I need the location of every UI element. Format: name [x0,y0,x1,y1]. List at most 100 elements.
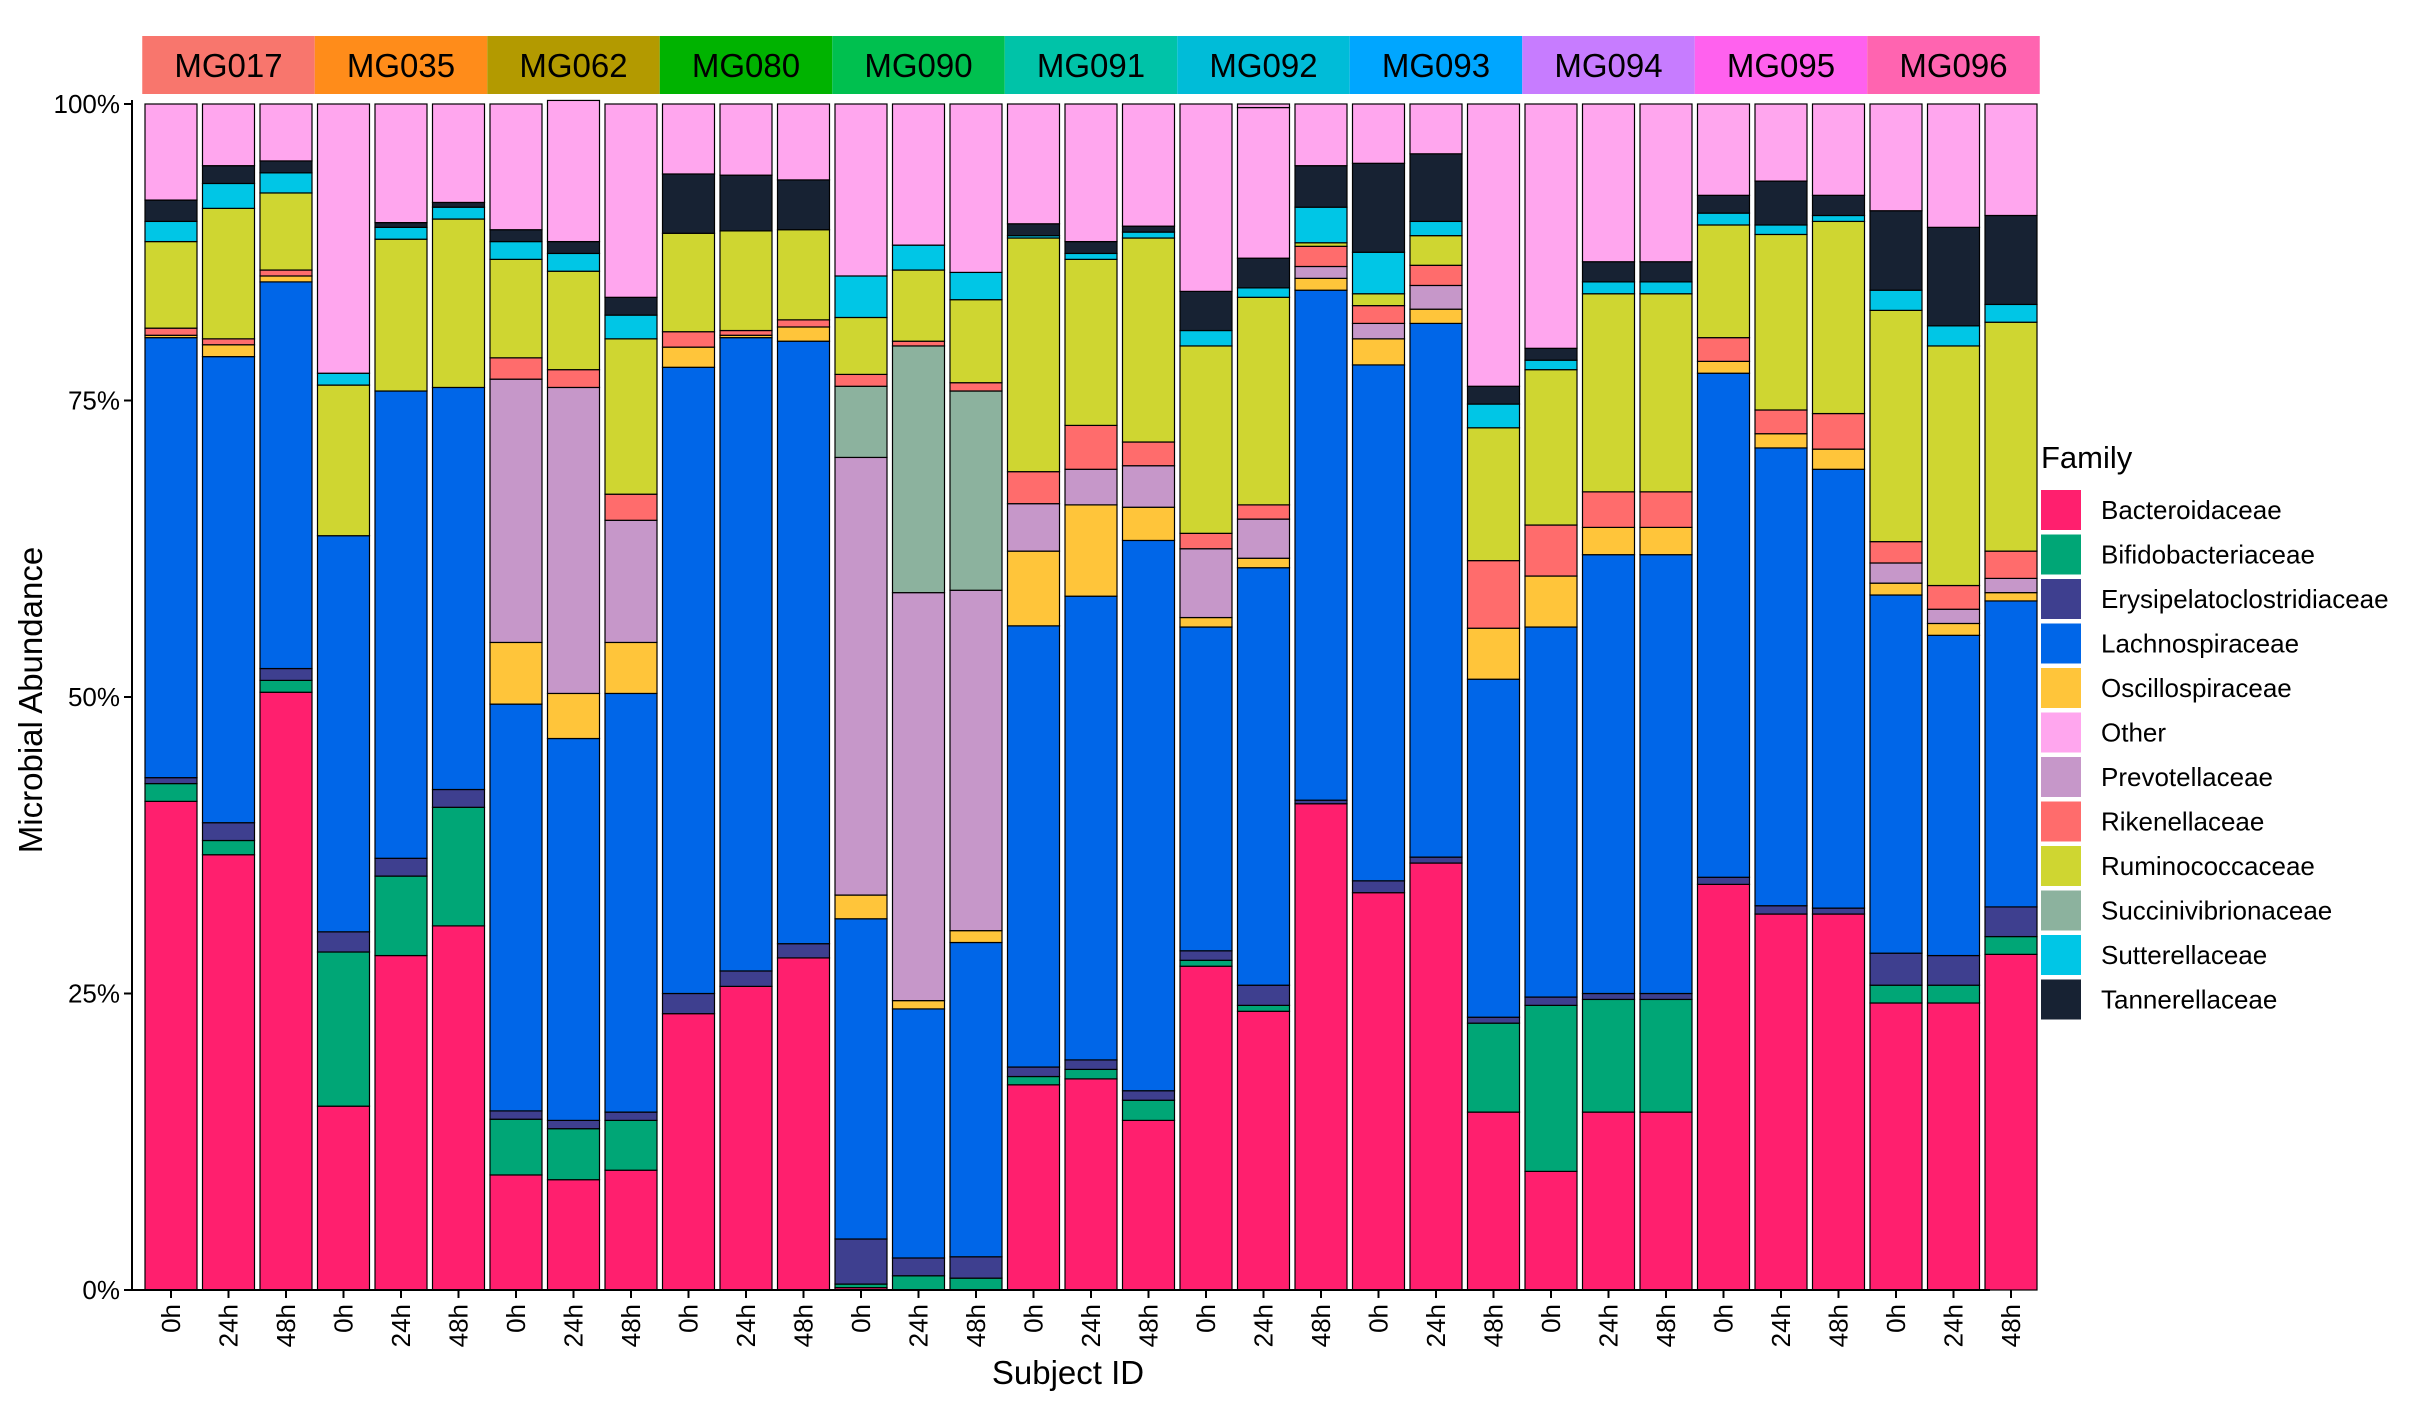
bar-segment-other [316,103,371,374]
bar-segment-tannerellaceae [144,199,198,223]
legend-key-erysipelatoclostridiaceae [2041,579,2081,619]
bar-segment-sutterellaceae [1409,220,1463,237]
bar-segment-sutterellaceae [891,244,946,271]
bar-segment-erysipelatoclostridiaceae [1926,954,1981,986]
bar-segment-erysipelatoclostridiaceae [1811,907,1866,915]
bar-segment-ruminococcaceae [201,207,256,340]
bar-segment-sutterellaceae [1179,329,1233,347]
bar-segment-tannerellaceae [1064,240,1118,255]
bar-segment-sutterellaceae [1466,403,1521,429]
bar-segment-erysipelatoclostridiaceae [259,667,313,681]
legend-label: Bacteroidaceae [2101,495,2282,525]
bar-segment-tannerellaceae [1409,153,1463,223]
x-tick-label: 48h [1306,1304,1336,1347]
bar-segment-bacteroidaceae [1811,913,1866,1291]
bar-segment-ruminococcaceae [546,270,601,371]
bar-segment-bacteroidaceae [1006,1084,1061,1291]
x-tick-label: 48h [616,1304,646,1347]
bar-segment-bacteroidaceae [1121,1119,1176,1291]
x-tick-label: 48h [271,1304,301,1347]
bar-segment-sutterellaceae [1696,212,1751,226]
bar-segment-rikenellaceae [891,340,946,347]
bar-segment-prevotellaceae [1179,548,1233,619]
bar-segment-prevotellaceae [1064,468,1118,506]
bar-segment-bifidobacteriaceae [144,782,198,802]
bar-segment-rikenellaceae [719,329,773,336]
bar-segment-bacteroidaceae [144,800,198,1291]
legend-label: Bifidobacteriaceae [2101,540,2315,570]
x-tick-label: 24h [386,1304,416,1347]
x-tick-label: 0h [1191,1304,1221,1333]
bar-segment-ruminococcaceae [1984,321,2038,552]
bar-segment-bifidobacteriaceae [891,1275,946,1291]
strip-label: MG092 [1209,47,1317,84]
legend-label: Sutterellaceae [2101,940,2267,970]
bar-segment-erysipelatoclostridiaceae [546,1119,601,1130]
legend-label: Oscillospiraceae [2101,673,2292,703]
bar-segment-bacteroidaceae [1984,953,2038,1291]
strip-MG093 [1349,36,1523,94]
bar-segment-ruminococcaceae [1581,293,1636,493]
x-tick-label: 24h [559,1304,589,1347]
legend-key-oscillospiraceae [2041,668,2081,708]
bar-segment-lachnospiraceae [1294,289,1348,801]
bar-segment-other [1064,103,1118,243]
bar-segment-other [1581,103,1636,263]
bar-segment-rikenellaceae [1351,305,1406,325]
x-tick-label: 48h [1824,1304,1854,1347]
bar-segment-bacteroidaceae [489,1174,543,1291]
x-tick-label: 0h [1881,1304,1911,1333]
bar-segment-oscillospiraceae [891,1000,946,1010]
bar-segment-erysipelatoclostridiaceae [489,1110,543,1120]
bar-segment-oscillospiraceae [1409,308,1463,325]
bar-segment-erysipelatoclostridiaceae [719,970,773,987]
strip-MG062 [487,36,660,94]
bar-segment-other [604,103,658,298]
bar-segment-lachnospiraceae [834,918,888,1240]
bar-segment-lachnospiraceae [1581,554,1636,995]
bar-segment-other [1236,106,1291,259]
bar-segment-bifidobacteriaceae [431,806,486,927]
bar-segment-ruminococcaceae [719,230,773,332]
bar-segment-prevotellaceae [1351,322,1406,340]
bar-segment-rikenellaceae [546,369,601,389]
x-tick-label: 48h [1479,1304,1509,1347]
bar-segment-other [431,103,486,204]
bar-segment-bifidobacteriaceae [1236,1004,1291,1012]
bar-segment-prevotellaceae [834,456,888,896]
bar-segment-rikenellaceae [834,373,888,387]
bar-segment-oscillospiraceae [1926,622,1981,636]
bar-segment-ruminococcaceae [374,238,428,392]
bar-segment-lachnospiraceae [144,337,198,779]
bar-segment-bacteroidaceae [259,691,313,1291]
x-tick-label: 48h [1651,1304,1681,1347]
bar-segment-ruminococcaceae [1006,237,1061,473]
x-tick-label: 24h [1766,1304,1796,1347]
bar-segment-lachnospiraceae [1236,567,1291,986]
bar-segment-sutterellaceae [949,271,1003,301]
bar-segment-erysipelatoclostridiaceae [374,857,428,877]
bar-segment-rikenellaceae [1811,412,1866,450]
bar-segment-erysipelatoclostridiaceae [1639,992,1693,1001]
bar-segment-tannerellaceae [1351,162,1406,253]
bar-segment-prevotellaceae [1926,608,1981,625]
legend: Family Bacteroidaceae Bifidobacteriaceae E… [2041,440,2389,1020]
y-tick-label: 100% [54,89,121,119]
x-tick-label: 48h [789,1304,819,1347]
bar-segment-bifidobacteriaceae [1524,1004,1578,1172]
bar-segment-bifidobacteriaceae [259,679,313,693]
bar-segment-erysipelatoclostridiaceae [661,992,716,1015]
bar-segment-other [1926,103,1981,228]
bar-segment-sutterellaceae [1294,206,1348,244]
bar-segment-bifidobacteriaceae [949,1277,1003,1291]
bar-segment-bacteroidaceae [1064,1078,1118,1291]
bar-segment-bifidobacteriaceae [1639,998,1693,1113]
bar-segment-oscillospiraceae [259,275,313,283]
x-tick-label: 0h [156,1304,186,1333]
bar-segment-tannerellaceae [661,173,716,234]
x-tick-label: 0h [329,1304,359,1333]
bar-segment-lachnospiraceae [1926,634,1981,957]
strip-label: MG095 [1727,47,1835,84]
bar-segment-succinivibrionaceae [834,385,888,459]
bar-segment-oscillospiraceae [604,641,658,695]
